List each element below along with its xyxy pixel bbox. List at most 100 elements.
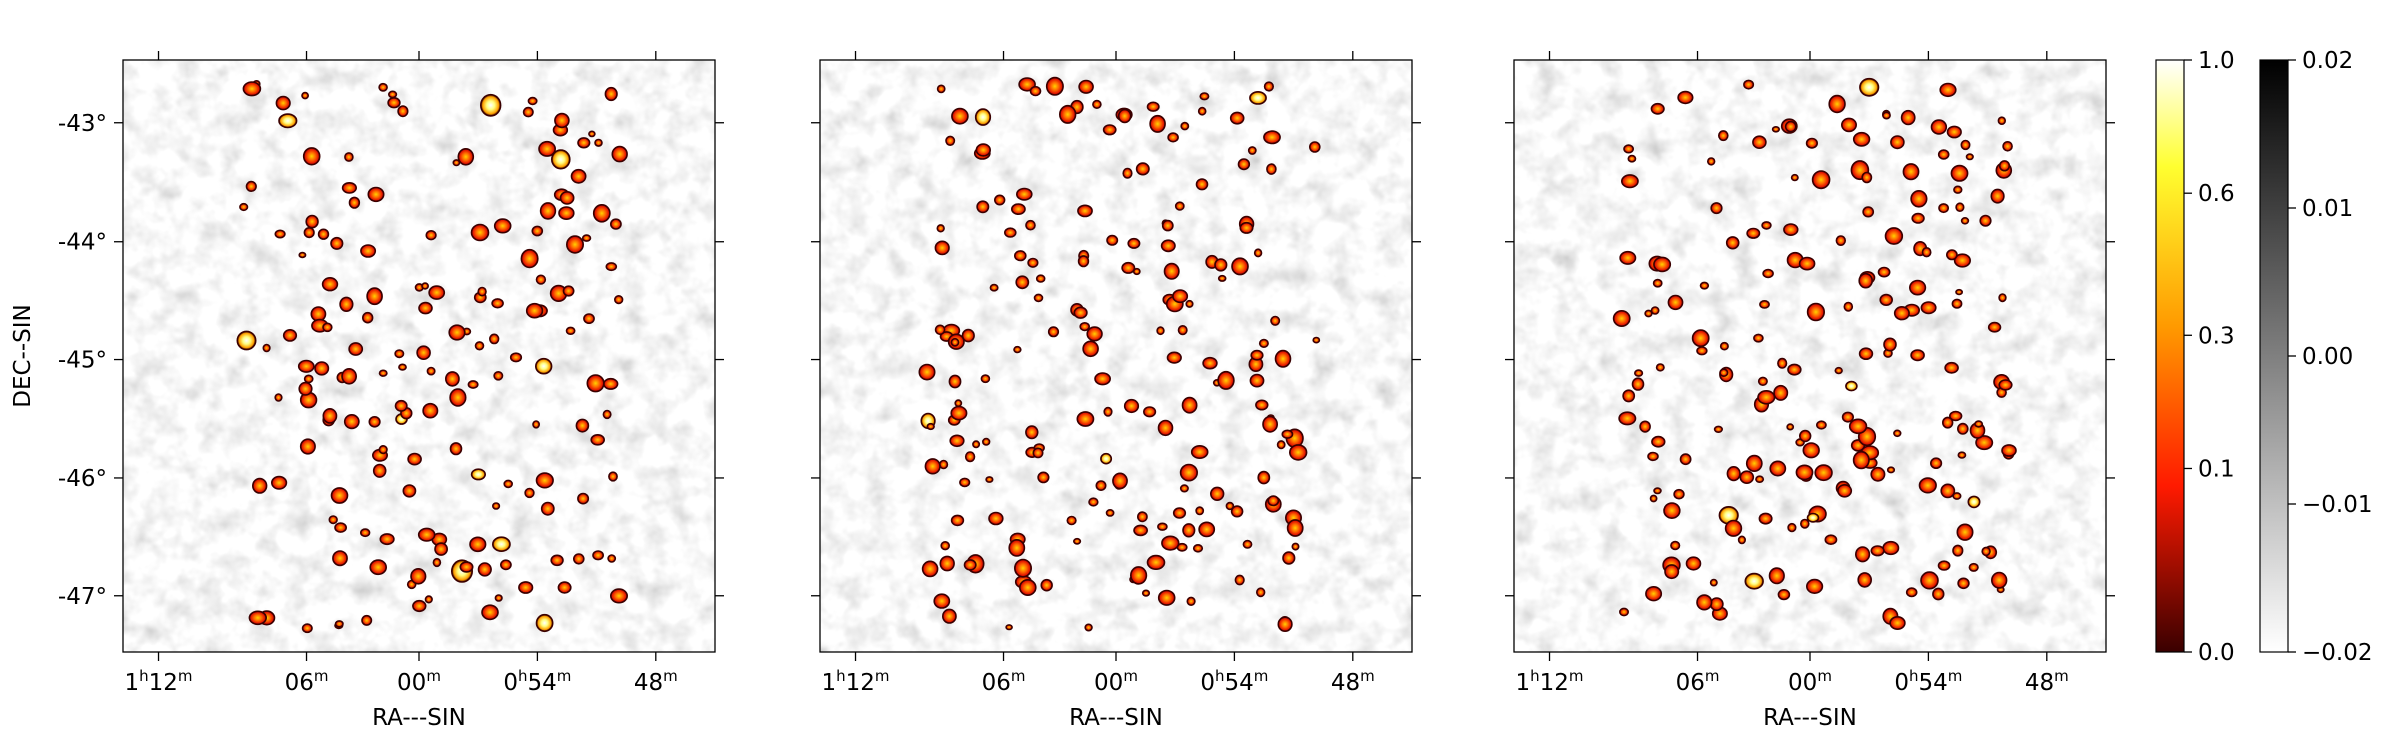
- source-blob: [1858, 347, 1874, 361]
- source-blob: [1893, 306, 1910, 321]
- colorbar-gray: 0.02 0.01 0.00 −0.01 −0.02: [2259, 48, 2372, 666]
- source-blob: [1146, 554, 1166, 571]
- source-blob: [1197, 106, 1207, 116]
- colorbar-hot: 1.0 0.6 0.3 0.1 0.0: [2155, 48, 2235, 666]
- source-blob: [481, 604, 499, 621]
- source-blob: [1267, 495, 1280, 507]
- source-blob: [981, 437, 991, 446]
- source-blob: [1157, 419, 1174, 437]
- source-blob: [1157, 589, 1176, 606]
- source-blob: [1998, 379, 2013, 391]
- source-blob: [1987, 321, 2002, 333]
- source-blob: [1882, 111, 1891, 120]
- source-blob: [1015, 275, 1030, 290]
- source-blob: [602, 409, 612, 420]
- source-blob: [1670, 540, 1681, 551]
- source-blob: [1266, 163, 1277, 175]
- source-blob: [1045, 76, 1064, 96]
- source-blob: [1619, 607, 1630, 617]
- source-blob: [1691, 329, 1710, 348]
- source-blob: [1618, 411, 1637, 426]
- source-blob: [457, 148, 475, 166]
- panel-middle: 1h12m 06m 00m 0h54m 48m RA---SIN: [811, 51, 1421, 731]
- source-blob: [1757, 376, 1768, 386]
- source-blob: [328, 515, 338, 525]
- source-blob: [1612, 309, 1631, 327]
- source-blob: [1135, 162, 1150, 176]
- source-blob: [1696, 346, 1708, 356]
- colorbar-tick-label: −0.01: [2302, 492, 2372, 518]
- x-tick-label: 06m: [982, 667, 1026, 696]
- source-blob: [531, 225, 544, 237]
- source-blob: [1837, 483, 1853, 498]
- source-blob: [1263, 81, 1274, 92]
- x-tick-label: 0h54m: [503, 667, 571, 696]
- source-blob: [1121, 261, 1136, 274]
- source-blob: [975, 143, 991, 157]
- source-blob: [1758, 512, 1773, 525]
- source-blob: [1918, 477, 1937, 494]
- source-blob: [274, 229, 286, 239]
- source-blob: [1027, 257, 1039, 268]
- source-blob: [493, 370, 504, 381]
- source-blob: [1651, 435, 1666, 448]
- source-blob: [1112, 472, 1128, 490]
- source-blob: [1149, 114, 1166, 133]
- source-blob: [1288, 444, 1308, 461]
- source-blob: [1129, 566, 1148, 585]
- source-blob: [1137, 511, 1148, 523]
- source-blob: [1013, 345, 1022, 354]
- panel-right: 1h12m 06m 00m 0h54m 48m RA---SIN: [1505, 51, 2115, 731]
- source-blob: [314, 361, 330, 376]
- source-blob: [1253, 248, 1263, 258]
- source-blob: [1910, 190, 1928, 208]
- source-blob: [416, 345, 431, 361]
- source-blob: [938, 459, 949, 470]
- source-blob: [1841, 117, 1858, 133]
- source-blob: [1631, 377, 1645, 391]
- source-blob: [1132, 267, 1141, 276]
- source-blob: [321, 277, 339, 292]
- source-blob: [341, 181, 358, 194]
- source-blob: [525, 302, 544, 319]
- source-blob: [1805, 137, 1818, 149]
- source-blob: [949, 434, 965, 448]
- source-blob: [394, 349, 405, 359]
- source-blob: [1257, 470, 1271, 485]
- source-blob: [1806, 512, 1820, 523]
- source-blob: [1997, 116, 2007, 125]
- source-blob: [534, 357, 553, 375]
- source-blob: [1127, 237, 1141, 249]
- source-blob: [493, 218, 512, 234]
- source-blob: [1647, 451, 1659, 462]
- source-blob: [1117, 108, 1132, 124]
- source-blob: [1777, 357, 1788, 369]
- source-blob: [1146, 101, 1160, 112]
- source-blob: [554, 112, 570, 129]
- source-blob: [275, 95, 291, 111]
- x-axis-label: RA---SIN: [1069, 705, 1163, 731]
- source-blob: [1759, 299, 1770, 309]
- source-blob: [388, 90, 398, 99]
- source-blob: [1713, 425, 1723, 433]
- source-blob: [1100, 452, 1113, 465]
- source-blob: [1861, 171, 1873, 184]
- source-blob: [1673, 488, 1685, 500]
- source-blob: [1998, 160, 2011, 172]
- source-blob: [1946, 249, 1958, 261]
- source-blob: [1834, 366, 1843, 375]
- source-blob: [1960, 217, 1970, 225]
- source-blob: [1166, 351, 1182, 364]
- source-blob: [1946, 125, 1962, 139]
- source-blob: [1710, 202, 1723, 215]
- source-blob: [1852, 450, 1870, 470]
- source-blob: [1179, 463, 1198, 482]
- x-axis-label: RA---SIN: [1763, 705, 1857, 731]
- x-tick-label: 48m: [2025, 667, 2069, 696]
- source-blob: [1948, 410, 1963, 422]
- source-blob: [1814, 464, 1833, 482]
- source-blob: [972, 440, 981, 449]
- source-blob: [539, 202, 557, 220]
- source-blob: [1957, 577, 1970, 590]
- source-blob: [1274, 349, 1292, 368]
